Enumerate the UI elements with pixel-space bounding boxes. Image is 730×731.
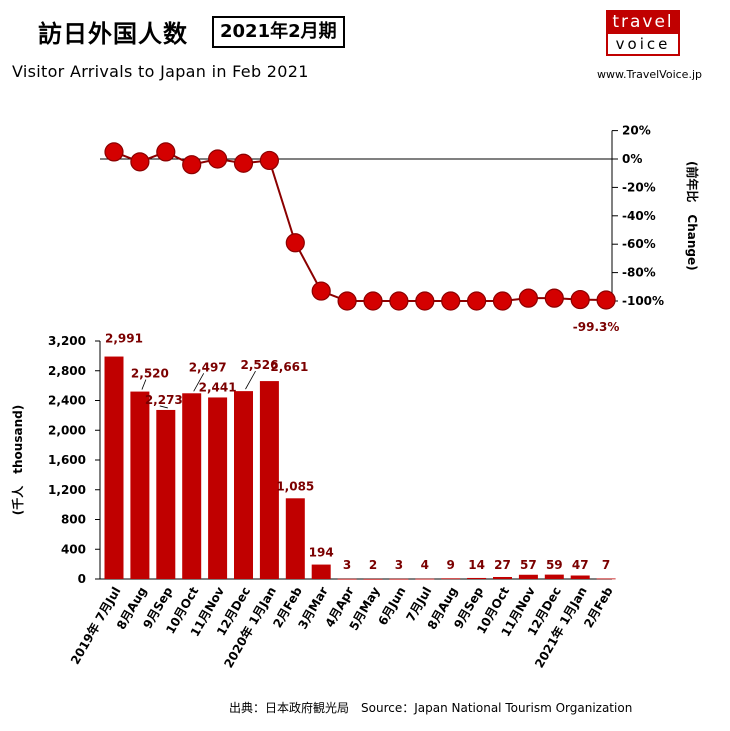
bar-value-label: 194: [309, 546, 334, 560]
change-point: [415, 291, 435, 311]
change-point: [311, 281, 331, 301]
bar: [311, 564, 331, 579]
bar-value-label: 2,991: [105, 332, 143, 346]
bar: [259, 381, 279, 579]
bar-y-tick-label: 2,800: [48, 364, 86, 378]
bar: [182, 393, 202, 579]
change-point: [389, 291, 409, 311]
bar-y-tick-label: 1,200: [48, 483, 86, 497]
logo-top-text: travel: [606, 10, 680, 34]
bar-value-label: 47: [572, 558, 589, 572]
bar-y-tick-label: 2,000: [48, 423, 86, 437]
bar: [493, 576, 512, 579]
bar-value-label: 2: [369, 558, 377, 572]
bar-value-label: 59: [546, 558, 563, 572]
line-y-tick-label: -100%: [622, 294, 664, 308]
line-y-tick-label: -60%: [622, 237, 656, 251]
change-point: [467, 291, 487, 311]
bar-y-tick-label: 400: [61, 542, 86, 556]
bar-label-leader: [141, 379, 147, 390]
bar-value-label: 1,085: [276, 479, 314, 493]
bar: [208, 397, 228, 579]
bar-label-leader: [245, 370, 256, 390]
change-point: [570, 289, 590, 310]
change-point: [233, 153, 254, 173]
bar: [544, 574, 564, 579]
bar-y-tick-label: 0: [78, 572, 86, 586]
bar: [130, 391, 150, 579]
line-y-tick-label: 20%: [622, 124, 651, 138]
change-point: [208, 149, 228, 169]
bar: [389, 578, 409, 580]
change-line: [113, 150, 607, 302]
bar-label-leader: [159, 405, 168, 409]
brand-logo: travel voice: [606, 10, 680, 58]
bar-value-label: 2,661: [270, 360, 308, 374]
change-point: [596, 290, 616, 310]
change-point: [156, 142, 176, 162]
line-y-axis-label: (前年比 Change): [685, 161, 700, 271]
bar-value-label: 14: [468, 558, 485, 572]
logo-bottom-text: voice: [606, 34, 680, 56]
source-note: 出典：日本政府観光局 Source：Japan National Tourism…: [229, 701, 633, 715]
line-y-tick-label: -20%: [622, 180, 656, 194]
bar-value-label: 4: [421, 558, 429, 572]
bar-y-tick-label: 3,200: [48, 334, 86, 348]
bar-value-label: 7: [602, 558, 610, 572]
bar: [234, 391, 253, 579]
bar: [363, 578, 383, 580]
change-point: [130, 152, 150, 172]
bar: [467, 577, 487, 579]
bar-value-label: 9: [447, 558, 455, 572]
bar: [285, 498, 305, 579]
bar-y-tick-label: 1,600: [48, 453, 86, 467]
bar: [596, 578, 616, 580]
change-point: [104, 142, 124, 162]
bar-value-label: 2,497: [189, 360, 227, 374]
line-y-tick-label: -40%: [622, 209, 656, 223]
line-y-tick-label: -80%: [622, 266, 656, 280]
website-url: www.TravelVoice.jp: [597, 68, 702, 81]
bar: [415, 578, 435, 580]
page-title: 訪日外国人数: [38, 20, 188, 48]
change-point: [285, 233, 305, 253]
period-badge: 2021年2月期: [212, 16, 345, 48]
bar-label-leader: [193, 373, 205, 392]
bar-value-label: 2,273: [145, 393, 183, 407]
bar-value-label: 2,520: [131, 367, 169, 381]
change-point: [337, 291, 357, 311]
bar: [441, 578, 461, 580]
change-point: [544, 288, 564, 308]
bar: [104, 356, 124, 579]
bar-value-label: 2,441: [199, 380, 237, 394]
bar: [518, 574, 538, 579]
bar-value-label: 2,526: [241, 358, 279, 372]
change-point: [363, 291, 383, 311]
bar: [156, 409, 176, 579]
change-point: [441, 291, 461, 311]
bar: [570, 575, 590, 579]
change-point: [492, 291, 513, 311]
bar-value-label: 27: [494, 558, 511, 572]
page-subtitle: Visitor Arrivals to Japan in Feb 2021: [12, 62, 309, 81]
line-y-tick-label: 0%: [622, 152, 642, 166]
bar-value-label: 57: [520, 558, 537, 572]
change-point: [182, 155, 202, 175]
bar: [337, 578, 357, 580]
bar-y-axis-label: (千人 thousand): [10, 405, 25, 515]
bar-y-tick-label: 2,400: [48, 394, 86, 408]
bar-value-label: 3: [343, 558, 351, 572]
change-point: [259, 150, 279, 171]
bar-value-label: 3: [395, 558, 403, 572]
change-annotation: -99.3%: [573, 320, 620, 334]
change-point: [518, 288, 539, 308]
bar-y-tick-label: 800: [61, 513, 86, 527]
